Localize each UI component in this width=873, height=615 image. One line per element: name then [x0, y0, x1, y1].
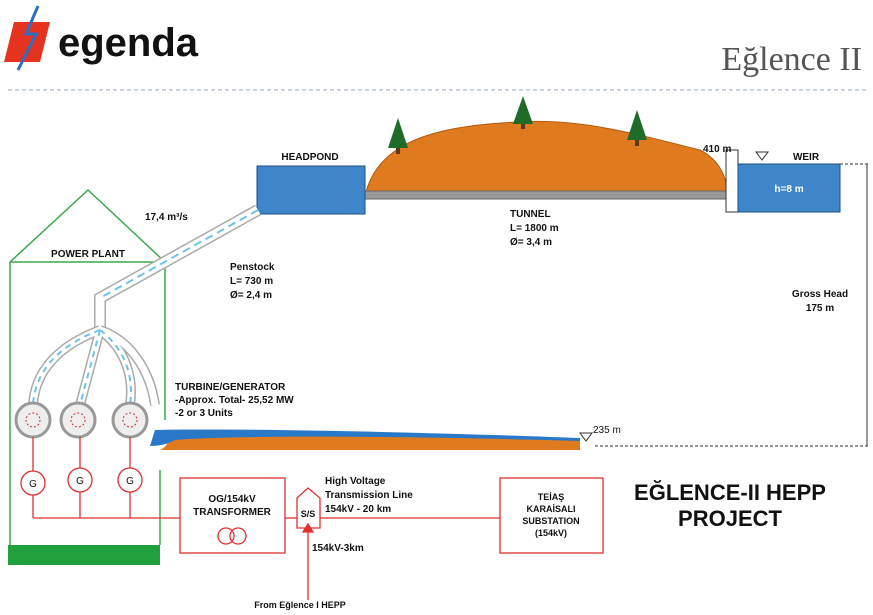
tailwater-level [579, 432, 593, 442]
teias-label: KARAİSALI [527, 504, 576, 514]
gross-head [595, 163, 870, 447]
generator-label: G [126, 476, 134, 487]
project-title: EĞLENCE-II HEPP [634, 480, 826, 505]
penstock [28, 204, 261, 407]
penstock-length: L= 730 m [230, 276, 273, 287]
weir-label: WEIR [793, 152, 820, 163]
plant-base [8, 545, 160, 565]
mountain [365, 120, 727, 193]
transmission-label: 154kV - 20 km [325, 504, 391, 515]
tunnel-length: L= 1800 m [510, 223, 559, 234]
source-label: From Eğlence I HEPP [254, 600, 346, 610]
power-plant [9, 188, 166, 545]
tunnel-diameter: Ø= 3,4 m [510, 237, 552, 248]
teias-label: SUBSTATION [522, 516, 579, 526]
page-title: Eğlence II [721, 41, 862, 78]
weir-depth: h=8 m [774, 184, 803, 195]
feeder-label: 154kV-3km [312, 543, 364, 554]
teias-label: (154kV) [535, 528, 567, 538]
transformer-box [179, 477, 286, 554]
turbine-units: -2 or 3 Units [175, 408, 233, 419]
transmission-label: Transmission Line [325, 490, 413, 501]
project-title: PROJECT [678, 506, 782, 531]
substation-box [296, 487, 321, 529]
transformer-coil [229, 527, 247, 545]
turbines [14, 401, 149, 439]
penstock-label: Penstock [230, 262, 275, 273]
transmission-label: High Voltage [325, 476, 386, 487]
generator-label: G [76, 476, 84, 487]
substation-label: S/S [301, 509, 316, 519]
turbine-capacity: -Approx. Total- 25,52 MW [175, 395, 294, 406]
tailwater [150, 429, 580, 446]
tunnel-label: TUNNEL [510, 209, 551, 220]
transformer-label: OG/154kV [208, 494, 256, 505]
generator-label: G [29, 479, 37, 490]
transformer-coil [217, 527, 235, 545]
power-plant-label: POWER PLANT [51, 249, 125, 260]
gross-head-label: Gross Head [792, 289, 848, 300]
wiring [32, 437, 500, 600]
gross-head-value: 175 m [806, 303, 834, 314]
teias-box [499, 477, 604, 554]
transformer-label: TRANSFORMER [193, 507, 272, 518]
weir-wall [725, 149, 739, 213]
headpond [256, 165, 366, 215]
logo-text: egenda [58, 21, 199, 65]
headpond-label: HEADPOND [281, 152, 338, 163]
weir-pond [737, 163, 841, 213]
generators [20, 467, 143, 496]
weir-elevation: 410 m [703, 144, 731, 155]
weir-level [755, 151, 769, 161]
trees [388, 96, 647, 154]
logo: egenda [4, 5, 199, 71]
tunnel [361, 190, 729, 200]
teias-label: TEİAŞ [538, 492, 565, 502]
turbine-label: TURBINE/GENERATOR [175, 382, 286, 393]
penstock-diameter: Ø= 2,4 m [230, 290, 272, 301]
flow-label: 17,4 m³/s [145, 212, 188, 223]
tailwater-elevation: 235 m [593, 425, 621, 436]
